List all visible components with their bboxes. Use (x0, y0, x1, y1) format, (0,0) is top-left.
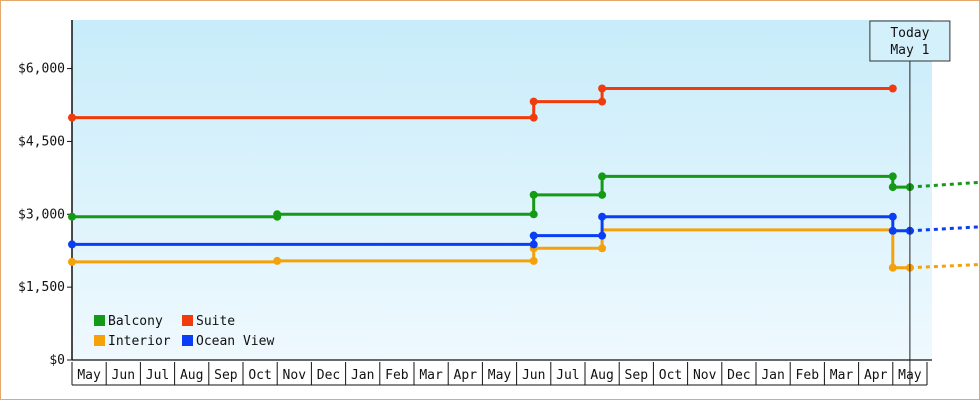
x-tick-label: Aug (590, 368, 613, 383)
data-point (888, 183, 897, 192)
x-tick-label: Aug (180, 368, 203, 383)
x-tick-label: Jun (522, 368, 545, 383)
series-suite (68, 84, 897, 122)
y-axis: $0 $1,500 $3,000 $4,500 $6,000 (18, 20, 73, 368)
data-point (529, 240, 538, 249)
legend-label: Interior (108, 334, 171, 349)
x-tick-label: Feb (385, 368, 409, 383)
y-tick-label: $0 (49, 353, 65, 368)
x-tick-label: Nov (693, 368, 717, 383)
legend-swatch (182, 335, 193, 346)
x-tick-label: Jan (761, 368, 784, 383)
data-point (529, 256, 538, 265)
data-point (529, 97, 538, 106)
y-tick-label: $3,000 (18, 207, 65, 222)
series-layer (68, 84, 980, 272)
x-axis: May Jun Jul Aug Sep Oct Nov Dec Jan Feb Mar Apr May J… (71, 359, 932, 386)
today-date: May 1 (890, 43, 929, 58)
legend-swatch (94, 315, 105, 326)
data-point (68, 212, 76, 221)
x-tick-label: Apr (454, 368, 478, 383)
x-tick-label: Sep (625, 368, 649, 383)
legend-label: Balcony (108, 314, 163, 329)
series-balcony (68, 172, 980, 221)
legend-swatch (94, 335, 105, 346)
data-point (598, 190, 607, 199)
x-tick-label: Jun (112, 368, 135, 383)
x-tick-label: Dec (317, 368, 340, 383)
x-tick-label: Apr (864, 368, 888, 383)
x-tick-label: Sep (214, 368, 238, 383)
x-tick-label: Jul (146, 368, 169, 383)
x-tick-label: Oct (659, 368, 682, 383)
today-label: Today (890, 26, 929, 41)
data-point (273, 210, 282, 219)
data-point (598, 84, 607, 93)
data-point (529, 210, 538, 219)
x-tick-label: Jan (351, 368, 374, 383)
data-point (888, 212, 897, 221)
data-point (888, 226, 897, 235)
y-tick-label: $4,500 (18, 134, 65, 149)
legend-label: Ocean View (196, 334, 274, 349)
x-tick-label: May (77, 368, 101, 383)
data-point (888, 263, 897, 272)
x-tick-label: May (488, 368, 512, 383)
data-point (598, 231, 607, 240)
series-ocean-view (68, 212, 980, 249)
legend-swatch (182, 315, 193, 326)
data-point (598, 244, 607, 253)
series-interior (68, 228, 980, 272)
data-point (68, 113, 76, 122)
data-point (68, 240, 76, 249)
data-point (598, 172, 607, 181)
data-point (68, 257, 76, 266)
x-tick-label: Oct (248, 368, 271, 383)
x-tick-label: Mar (830, 368, 854, 383)
series-forecast-line (909, 263, 980, 270)
x-tick-label: Mar (419, 368, 443, 383)
data-point (598, 212, 607, 221)
data-point (888, 84, 897, 93)
data-point (529, 190, 538, 199)
x-tick-label: Feb (796, 368, 820, 383)
data-point (273, 256, 282, 265)
plot-area (72, 20, 932, 360)
x-tick-label: Dec (727, 368, 750, 383)
series-forecast-line (909, 180, 980, 189)
series-line (72, 86, 893, 120)
x-tick-label: Jul (556, 368, 579, 383)
data-point (529, 113, 538, 122)
series-forecast-line (909, 225, 980, 233)
today-box (869, 20, 951, 62)
today-marker: Today May 1 (869, 20, 951, 385)
data-point (888, 172, 897, 181)
y-tick-label: $1,500 (18, 280, 65, 295)
legend-label: Suite (196, 314, 235, 329)
data-point (598, 97, 607, 106)
y-tick-label: $6,000 (18, 62, 65, 77)
data-point (529, 231, 538, 240)
legend: Balcony Suite Interior Ocean View (94, 314, 274, 349)
x-tick-label: Nov (283, 368, 307, 383)
